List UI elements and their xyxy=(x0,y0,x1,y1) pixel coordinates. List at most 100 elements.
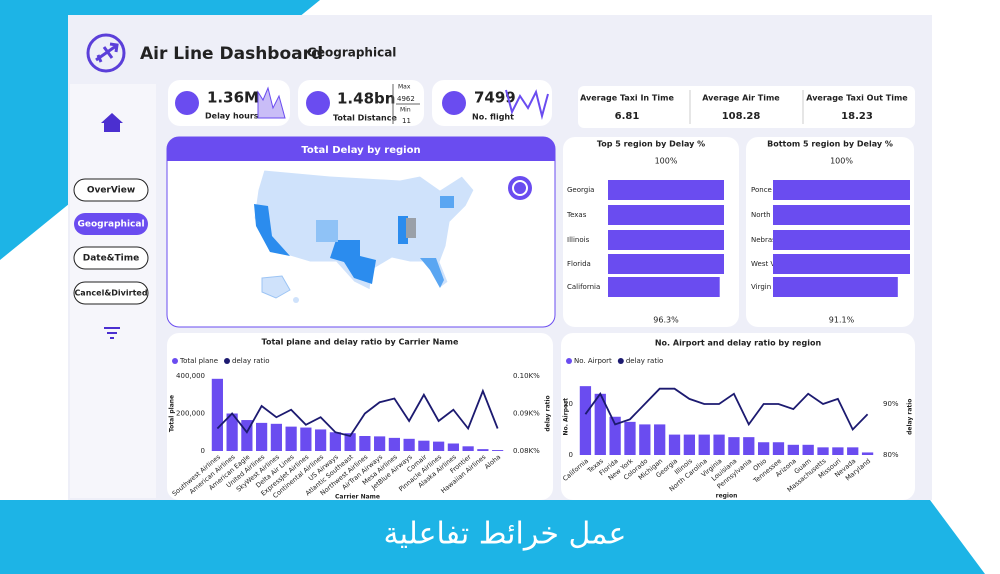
globe-icon-ring xyxy=(512,180,528,196)
bar xyxy=(256,422,268,451)
map-hawaii[interactable] xyxy=(293,297,299,303)
sparkline xyxy=(257,86,286,119)
map-state[interactable] xyxy=(420,258,444,288)
nav-button[interactable] xyxy=(73,281,149,305)
map-state[interactable] xyxy=(316,220,338,242)
bar xyxy=(861,452,874,455)
line xyxy=(216,388,499,438)
legend-marker xyxy=(172,358,178,364)
map-state[interactable] xyxy=(406,218,416,238)
nav-label[interactable]: Date&Time xyxy=(83,254,140,264)
category-label: Nebraska xyxy=(751,236,784,244)
bar xyxy=(462,446,474,451)
x-axis-title: region xyxy=(716,493,738,500)
bar xyxy=(447,443,459,451)
bar xyxy=(608,254,724,274)
legend-label: delay ratio xyxy=(232,357,270,365)
kpi-label: No. flight xyxy=(472,113,514,122)
bar xyxy=(772,442,785,455)
banner-text: عمل خرائط تفاعلية xyxy=(384,517,627,552)
y-tick-label: 0 xyxy=(569,451,573,459)
min-value: 11 xyxy=(402,117,411,125)
bar xyxy=(300,427,312,451)
sparkline xyxy=(505,89,549,120)
chart-card xyxy=(561,333,915,500)
legend-marker xyxy=(224,358,230,364)
bar xyxy=(492,450,504,451)
bar xyxy=(773,230,910,250)
axis-label: 91.1% xyxy=(829,316,855,325)
y-axis-title: Total plane xyxy=(169,395,176,432)
category-label: Texas xyxy=(566,211,587,219)
axis-label: 96.3% xyxy=(653,316,679,325)
filter-icon[interactable] xyxy=(104,327,120,339)
average-value: 18.23 xyxy=(841,111,873,122)
average-label: Average Taxi In Time xyxy=(580,94,674,103)
average-label: Average Air Time xyxy=(702,94,780,103)
kpi-icon xyxy=(306,91,330,115)
bar xyxy=(624,421,636,455)
nav-button-active[interactable] xyxy=(74,213,148,235)
max-value: 4962 xyxy=(397,95,415,103)
legend-label: delay ratio xyxy=(626,357,664,365)
bar xyxy=(609,416,621,455)
averages-card xyxy=(578,86,915,128)
bar xyxy=(608,205,724,225)
kpi-value: 1.36M xyxy=(207,89,259,107)
home-icon[interactable] xyxy=(101,113,123,132)
kpi-card xyxy=(432,80,552,126)
bar xyxy=(654,424,666,455)
average-label: Average Taxi Out Time xyxy=(806,94,908,103)
bar xyxy=(847,447,859,455)
nav-button[interactable] xyxy=(73,246,149,270)
category-label: Georgia xyxy=(567,186,594,194)
bar xyxy=(388,437,400,451)
bar xyxy=(433,441,445,451)
globe-icon[interactable] xyxy=(508,176,532,200)
map-state[interactable] xyxy=(398,216,408,244)
y2-tick-label: 0.09K% xyxy=(513,410,540,418)
map-alaska[interactable] xyxy=(261,275,291,299)
y2-tick-label: 0.08K% xyxy=(513,447,540,455)
logo-plane xyxy=(95,42,119,63)
chart-title: Total plane and delay ratio by Carrier N… xyxy=(262,338,459,347)
map-header xyxy=(167,137,555,161)
nav-label[interactable]: Geographical xyxy=(77,220,144,230)
kpi-label: Total Distance xyxy=(333,114,397,123)
nav-label[interactable]: Cancel&Divirted xyxy=(74,289,147,298)
bar xyxy=(315,429,327,451)
bar xyxy=(403,438,415,451)
map-state[interactable] xyxy=(254,204,290,256)
bar xyxy=(359,436,371,451)
y2-tick-label: 0.10K% xyxy=(513,372,540,380)
map-title: Total Delay by region xyxy=(301,145,420,156)
axis-label: 100% xyxy=(830,157,853,166)
bar xyxy=(477,449,489,451)
bar xyxy=(608,180,724,200)
bar xyxy=(668,434,681,455)
category-label: Ponce xyxy=(751,186,772,194)
bar xyxy=(579,386,592,455)
kpi-icon xyxy=(175,91,199,115)
chart-card xyxy=(167,333,553,500)
legend-label: Total plane xyxy=(179,357,218,365)
bar xyxy=(594,393,606,455)
nav-label[interactable]: OverView xyxy=(87,186,135,196)
bar xyxy=(285,426,297,451)
bar xyxy=(683,434,696,455)
bar xyxy=(608,230,724,250)
bar xyxy=(713,434,725,455)
map-state[interactable] xyxy=(440,196,454,208)
average-value: 108.28 xyxy=(722,111,761,122)
min-label: Min xyxy=(400,107,411,114)
y2-axis-title: delay ratio xyxy=(545,395,552,431)
nav-button[interactable] xyxy=(73,178,149,202)
bar xyxy=(698,434,710,455)
banner-band xyxy=(0,500,985,574)
bar xyxy=(211,378,223,451)
max-label: Max xyxy=(398,84,411,91)
title: Air Line Dashboard xyxy=(140,44,323,64)
y2-tick-label: 90% xyxy=(883,400,899,408)
map-state[interactable] xyxy=(330,240,376,284)
